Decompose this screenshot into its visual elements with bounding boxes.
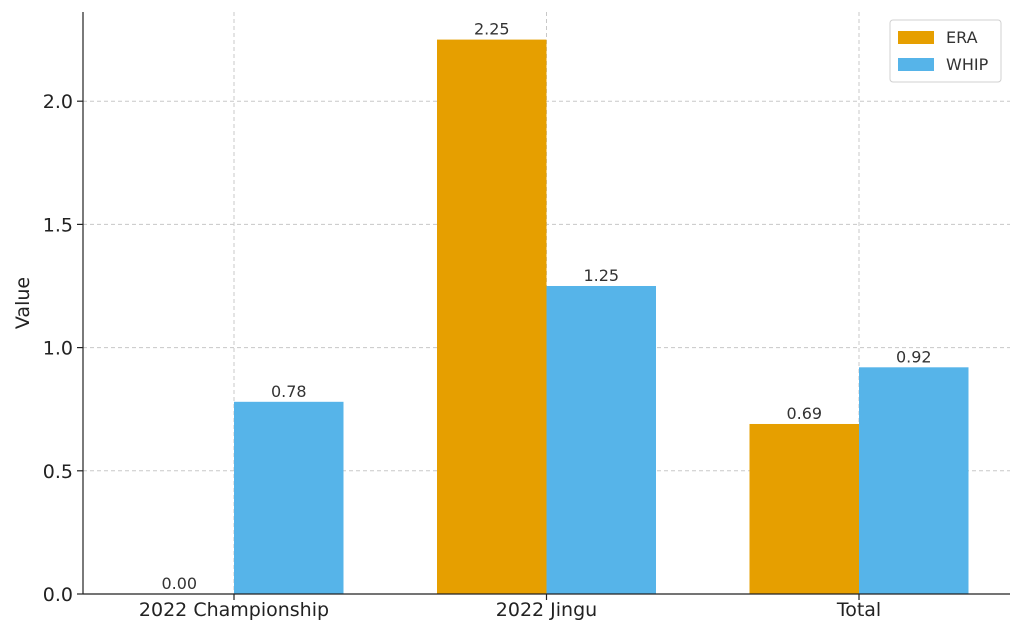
y-tick-label: 1.5 bbox=[43, 214, 73, 236]
bar-whip bbox=[546, 285, 656, 594]
bar-whip bbox=[859, 367, 969, 594]
bars bbox=[234, 39, 969, 595]
data-label-whip: 0.78 bbox=[271, 382, 307, 401]
x-tick-label: 2022 Championship bbox=[139, 599, 329, 621]
y-axis-title: Value bbox=[12, 277, 34, 329]
x-axis-ticks: 2022 Championship 2022 Jingu Total bbox=[139, 594, 881, 621]
legend-swatch-whip bbox=[898, 58, 934, 71]
data-label-era: 2.25 bbox=[474, 20, 510, 39]
legend-label-whip: WHIP bbox=[946, 55, 989, 74]
bar-era bbox=[437, 39, 547, 595]
data-labels: 0.00 2.25 0.69 0.78 1.25 0.92 bbox=[161, 20, 931, 593]
y-tick-label: 0.0 bbox=[43, 584, 73, 606]
x-tick-label: Total bbox=[836, 599, 881, 621]
x-tick-label: 2022 Jingu bbox=[496, 599, 597, 621]
y-tick-label: 2.0 bbox=[43, 91, 73, 113]
y-axis-ticks: 0.0 0.5 1.0 1.5 2.0 bbox=[43, 91, 83, 606]
legend-label-era: ERA bbox=[946, 28, 978, 47]
legend: ERA WHIP bbox=[889, 19, 1002, 83]
legend-swatch-era bbox=[898, 31, 934, 44]
bar-whip bbox=[234, 401, 344, 594]
y-tick-label: 1.0 bbox=[43, 338, 73, 360]
y-tick-label: 0.5 bbox=[43, 461, 73, 483]
data-label-era: 0.69 bbox=[786, 404, 822, 423]
data-label-era: 0.00 bbox=[161, 574, 197, 593]
bar-era bbox=[749, 423, 859, 594]
data-label-whip: 1.25 bbox=[583, 266, 619, 285]
data-label-whip: 0.92 bbox=[896, 347, 932, 366]
